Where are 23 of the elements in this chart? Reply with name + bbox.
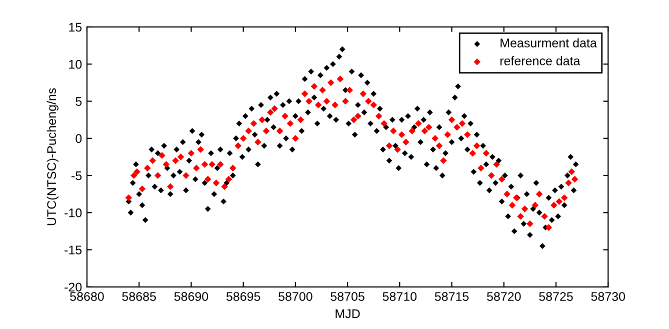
legend-label: Measurment data [500, 38, 597, 48]
y-tick-label: 15 [69, 22, 82, 32]
x-tick-label: 58700 [278, 292, 312, 301]
y-tick-label: -10 [64, 208, 82, 218]
x-tick-label: 58720 [487, 292, 521, 301]
legend-label: reference data [500, 56, 580, 66]
y-tick-label: -5 [72, 171, 82, 180]
x-tick-label: 58690 [174, 292, 208, 301]
y-tick-label: -20 [64, 282, 82, 292]
x-tick-label: 58680 [70, 292, 104, 301]
y-tick-label: 5 [76, 97, 82, 106]
x-tick-label: 58710 [382, 292, 417, 301]
x-tick-label: 58705 [330, 292, 364, 301]
y-tick-label: 10 [69, 60, 82, 69]
x-axis-title: MJD [336, 309, 360, 318]
x-tick-label: 58685 [122, 292, 156, 301]
y-tick-label: 0 [76, 134, 82, 144]
x-tick-label: 58725 [539, 292, 573, 301]
x-tick-label: 58730 [591, 292, 626, 301]
y-axis-title: UTC(NTSC)-Pucheng/ns [46, 88, 58, 226]
x-tick-label: 58715 [434, 292, 469, 301]
y-tick-label: -15 [64, 246, 82, 254]
x-tick-label: 58695 [226, 292, 260, 301]
